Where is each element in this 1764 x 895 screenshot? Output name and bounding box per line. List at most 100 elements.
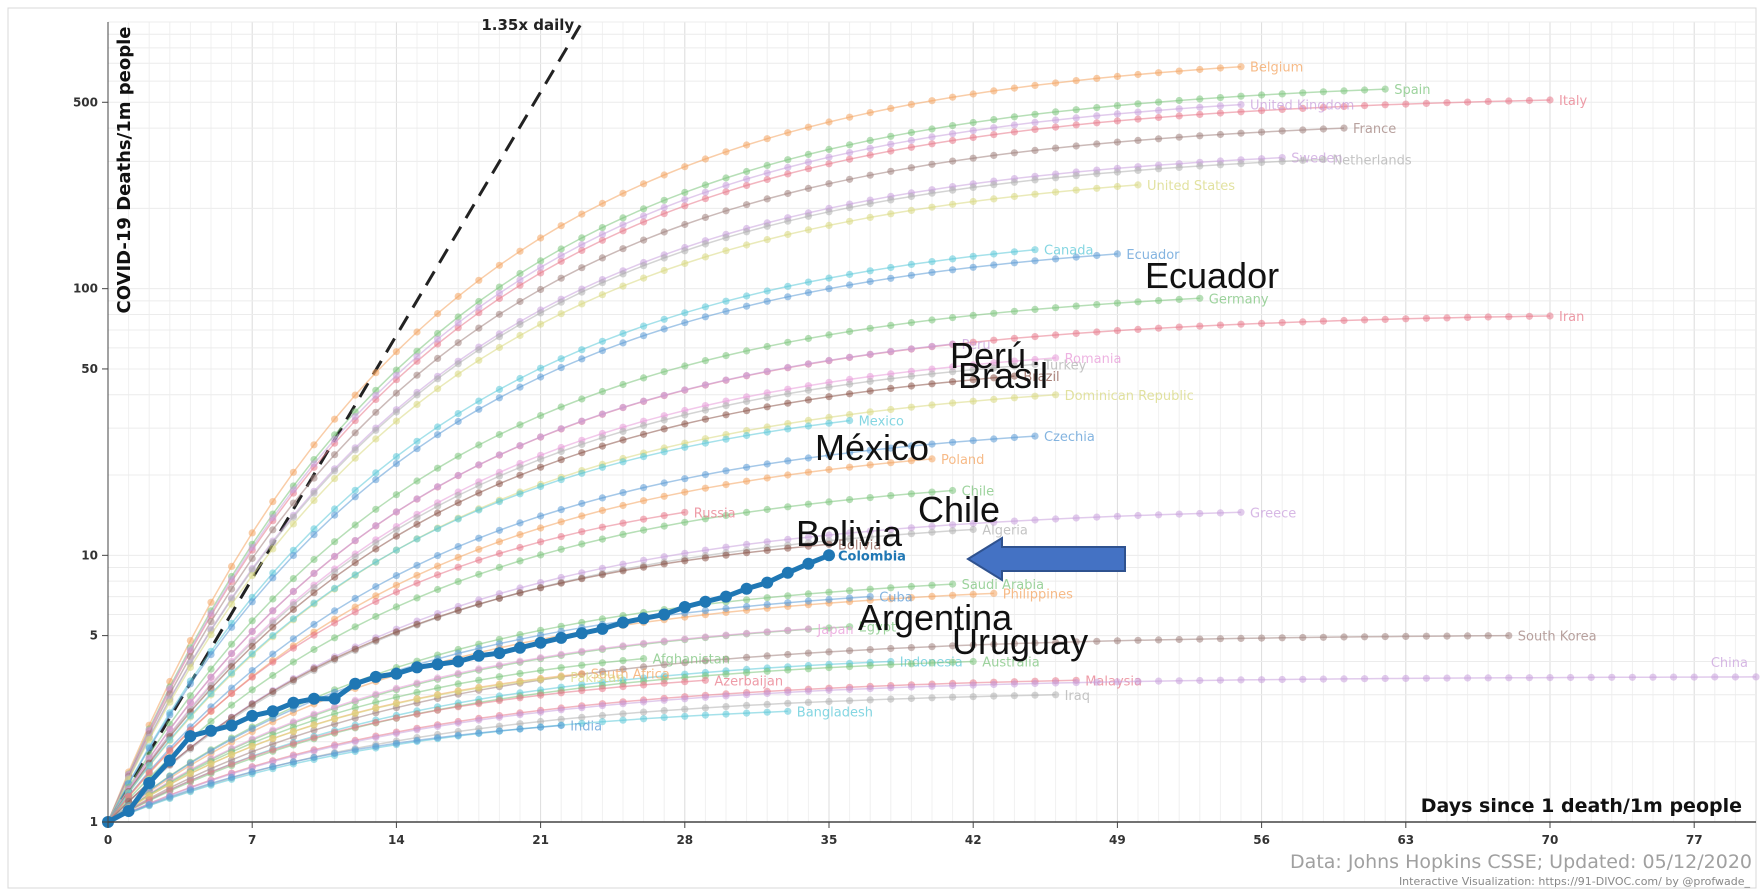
series-point xyxy=(990,336,998,344)
series-point xyxy=(166,786,174,794)
series-label: Iraq xyxy=(1065,689,1090,704)
overlay-label-argentina: Argentina xyxy=(858,597,1013,638)
series-point xyxy=(516,678,524,686)
series-point xyxy=(413,695,421,703)
series-point xyxy=(351,696,359,705)
series-point xyxy=(411,661,423,674)
series-point xyxy=(454,491,462,500)
series-point xyxy=(619,380,627,389)
series-point xyxy=(1258,676,1266,684)
series-point xyxy=(640,212,648,220)
series-point xyxy=(537,631,545,639)
series-point xyxy=(310,589,318,597)
series-point xyxy=(1031,392,1039,400)
series-point xyxy=(372,522,380,530)
series-point xyxy=(866,527,874,535)
series-point xyxy=(331,728,339,736)
series-point xyxy=(331,451,339,459)
series-peru: Peru xyxy=(104,338,991,826)
series-point xyxy=(454,578,462,586)
series-point xyxy=(289,605,297,614)
series-point xyxy=(804,698,813,707)
series-point xyxy=(763,403,771,411)
y-tick-label: 100 xyxy=(73,282,98,296)
series-point xyxy=(763,367,771,375)
series-point xyxy=(1134,108,1142,116)
series-point xyxy=(1546,96,1554,104)
series-point xyxy=(372,698,380,706)
series-label: Italy xyxy=(1559,94,1588,109)
series-point xyxy=(1072,329,1080,337)
series-point xyxy=(1155,113,1163,122)
series-point xyxy=(1196,509,1204,518)
series-point xyxy=(1010,192,1019,201)
series-point xyxy=(372,597,380,606)
series-point xyxy=(640,262,648,270)
series-point xyxy=(495,640,503,648)
series-point xyxy=(763,175,771,184)
series-point xyxy=(701,657,710,665)
series-label: Mexico xyxy=(859,415,904,430)
series-point xyxy=(495,563,503,572)
x-tick-label: 49 xyxy=(1109,833,1126,847)
series-point xyxy=(516,276,524,284)
series-point xyxy=(557,518,565,526)
series-point xyxy=(578,241,586,249)
series-point xyxy=(514,641,526,654)
series-point xyxy=(1525,674,1533,682)
series-point xyxy=(351,709,359,718)
series-point xyxy=(681,549,689,557)
series-point xyxy=(557,689,565,697)
series-point xyxy=(887,405,895,414)
series-point xyxy=(495,727,503,735)
series-point xyxy=(784,363,792,371)
series-point xyxy=(681,309,689,317)
series-point xyxy=(701,711,710,719)
series-point xyxy=(990,640,998,648)
series-point xyxy=(578,512,586,520)
series-point xyxy=(1155,677,1163,685)
series-point xyxy=(701,303,710,311)
series-point xyxy=(949,591,957,599)
series-point xyxy=(310,710,318,718)
series-point xyxy=(351,746,359,754)
series-point xyxy=(1381,674,1389,683)
series-point xyxy=(557,364,565,372)
series-point xyxy=(516,442,524,450)
series-point xyxy=(186,777,194,785)
series-point xyxy=(454,313,462,321)
series-point xyxy=(207,779,215,787)
series-label: Philippines xyxy=(1003,587,1073,602)
series-point xyxy=(266,705,279,718)
series-point xyxy=(413,620,421,628)
series-point xyxy=(1010,680,1019,688)
series-point xyxy=(969,681,977,689)
series-point xyxy=(681,557,689,565)
series-point xyxy=(228,760,236,768)
series-point xyxy=(310,584,318,592)
series-point xyxy=(269,607,277,615)
series-point xyxy=(392,628,400,636)
series-point xyxy=(660,210,668,218)
series-point xyxy=(413,347,421,355)
series-united-states: United States xyxy=(104,179,1235,826)
series-point xyxy=(887,695,895,703)
series-point xyxy=(207,598,215,606)
series-label: Algeria xyxy=(982,523,1028,538)
series-point xyxy=(495,261,503,269)
series-point xyxy=(454,515,462,523)
series-point xyxy=(866,144,874,152)
series-point xyxy=(990,261,998,269)
series-point xyxy=(1134,511,1142,520)
series-point xyxy=(454,499,462,507)
series-point xyxy=(516,519,524,527)
series-point xyxy=(598,615,607,623)
series-point xyxy=(784,338,792,346)
series-point xyxy=(701,195,710,203)
series-point xyxy=(1031,176,1039,184)
series-point xyxy=(949,527,957,535)
series-point xyxy=(887,104,895,112)
series-point xyxy=(763,667,771,675)
series-point xyxy=(699,595,712,608)
series-point xyxy=(166,698,174,706)
